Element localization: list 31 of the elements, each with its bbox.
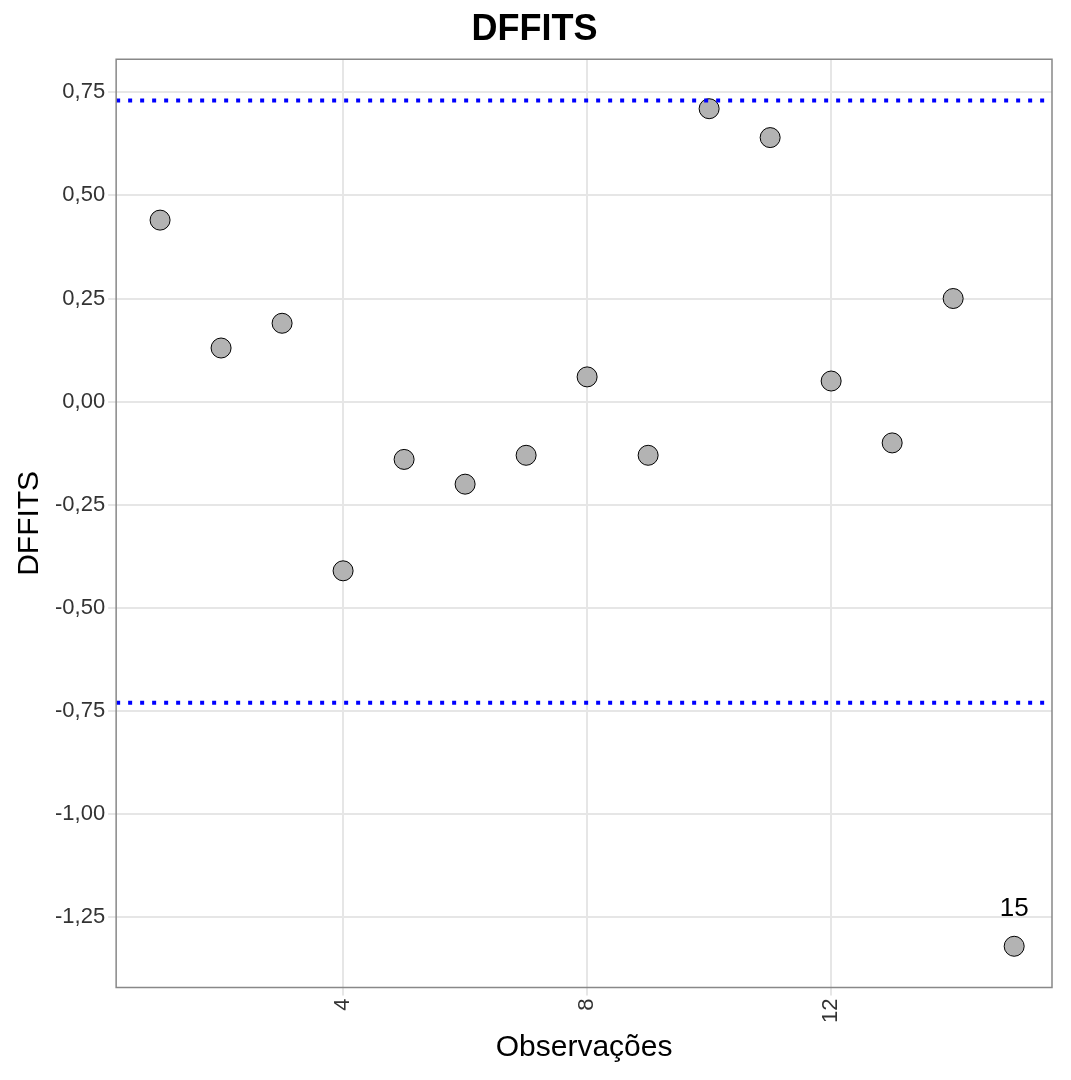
point xyxy=(881,432,903,454)
y-tick-label: -1,25 xyxy=(54,903,106,929)
y-tick-label: 0,25 xyxy=(62,284,106,310)
point xyxy=(149,209,171,231)
y-tick-label: 0,50 xyxy=(62,181,106,207)
y-tick-label: -0,75 xyxy=(54,697,106,723)
point xyxy=(942,288,964,309)
x-tick-label: 8 xyxy=(573,998,599,1011)
point xyxy=(576,366,598,388)
point xyxy=(637,444,659,466)
chart-title: DFFITS xyxy=(471,6,598,48)
y-tick-label: -0,25 xyxy=(54,490,106,516)
y-axis-title: DFFITS xyxy=(11,470,45,576)
x-axis-title: Observações xyxy=(495,1029,673,1063)
point xyxy=(210,337,232,359)
point xyxy=(759,127,781,149)
y-tick-label: -1,00 xyxy=(54,800,106,826)
y-tick-label: 0,75 xyxy=(62,78,106,104)
y-tick-label: -0,50 xyxy=(54,594,106,620)
point xyxy=(1003,935,1025,957)
annotation: 15 xyxy=(999,892,1029,923)
point xyxy=(393,448,415,470)
x-tick-label: 4 xyxy=(329,998,355,1011)
point xyxy=(820,370,842,392)
point xyxy=(515,444,537,466)
x-tick-label: 12 xyxy=(817,998,843,1024)
point xyxy=(271,312,293,334)
y-tick-label: 0,00 xyxy=(62,387,106,413)
point xyxy=(332,560,354,582)
point xyxy=(454,473,476,495)
point xyxy=(698,98,720,120)
